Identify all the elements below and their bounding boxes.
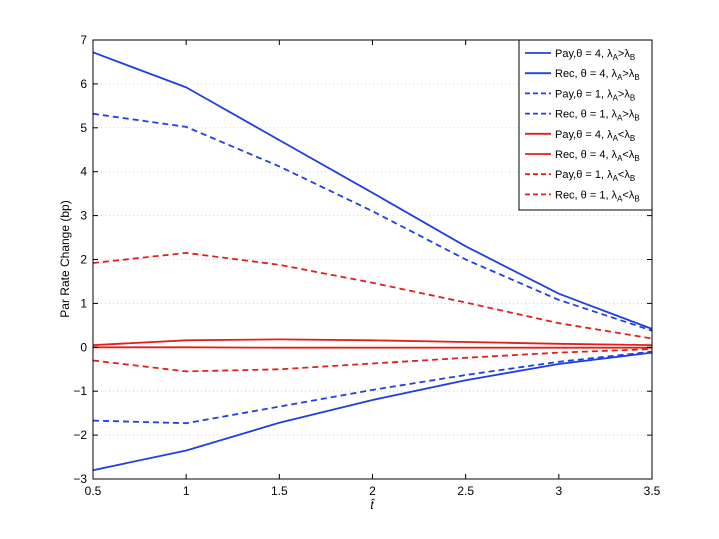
legend-entry-3: Pay,θ = 1, λA>λB	[555, 88, 635, 102]
y-tick-label: 1	[80, 296, 87, 310]
series-line-1	[92, 51, 653, 330]
y-tick-label: 6	[80, 77, 87, 91]
x-tick-label: 3.5	[644, 484, 661, 498]
series-line-3	[92, 112, 653, 332]
x-tick-labels: 0.5 1 1.5 2 2.5 3 3.5	[85, 484, 661, 498]
x-tick-label: 2.5	[457, 484, 474, 498]
y-tick-label: −2	[73, 428, 87, 442]
y-tick-labels: −3 −2 −1 0 1 2 3 4 5 6 7	[73, 33, 87, 486]
legend-entry-8: Rec, θ = 1, λA<λB	[555, 189, 640, 203]
x-tick-label: 0.5	[85, 484, 102, 498]
legend-entry-5: Pay,θ = 4, λA<λB	[555, 129, 635, 143]
y-tick-label: 7	[80, 33, 87, 47]
y-tick-label: 3	[80, 209, 87, 223]
legend-box	[518, 39, 653, 211]
series-line-2	[92, 351, 653, 472]
legend-entry-7: Pay,θ = 1, λA<λB	[555, 169, 635, 183]
series-line-4	[92, 350, 653, 425]
legend-entry-2: Rec, θ = 4, λA>λB	[555, 68, 640, 82]
y-axis-label: Par Rate Change (bp)	[58, 200, 72, 317]
series-lines	[92, 51, 653, 472]
legend: Pay,θ = 4, λA>λB Rec, θ = 4, λA>λB Pay,θ =…	[518, 39, 653, 211]
y-tick-label: −1	[73, 384, 87, 398]
x-tick-label: 1	[183, 484, 190, 498]
x-tick-label: 2	[369, 484, 376, 498]
y-tick-label: 4	[80, 165, 87, 179]
series-line-5	[92, 338, 653, 346]
y-tick-label: 2	[80, 253, 87, 267]
series-line-8	[92, 348, 653, 373]
legend-entry-4: Rec, θ = 1, λA>λB	[555, 109, 640, 123]
x-axis-label: t̂	[370, 497, 375, 512]
series-line-7	[92, 251, 653, 340]
y-tick-label: −3	[73, 472, 87, 486]
x-tick-label: 1.5	[271, 484, 288, 498]
y-tick-label: 0	[80, 340, 87, 354]
x-tick-label: 3	[555, 484, 562, 498]
legend-entry-1: Pay,θ = 4, λA>λB	[555, 48, 635, 62]
y-tick-label: 5	[80, 121, 87, 135]
legend-entry-6: Rec, θ = 4, λA<λB	[555, 149, 640, 163]
